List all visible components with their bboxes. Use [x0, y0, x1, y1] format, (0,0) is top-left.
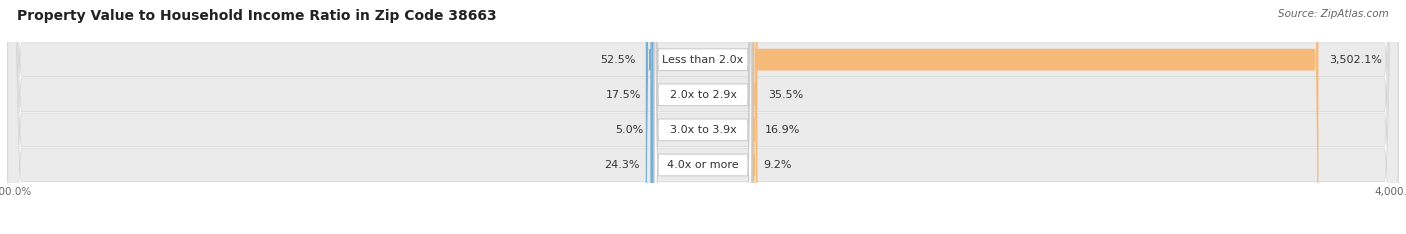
FancyBboxPatch shape	[654, 0, 752, 234]
Text: 3,502.1%: 3,502.1%	[1329, 55, 1382, 65]
FancyBboxPatch shape	[752, 0, 758, 234]
Text: Source: ZipAtlas.com: Source: ZipAtlas.com	[1278, 9, 1389, 19]
FancyBboxPatch shape	[752, 0, 1319, 234]
FancyBboxPatch shape	[8, 0, 1398, 234]
FancyBboxPatch shape	[651, 0, 655, 234]
FancyBboxPatch shape	[8, 0, 1398, 234]
FancyBboxPatch shape	[749, 0, 755, 234]
FancyBboxPatch shape	[654, 0, 752, 234]
Text: 9.2%: 9.2%	[763, 160, 792, 170]
FancyBboxPatch shape	[751, 0, 755, 234]
Text: 5.0%: 5.0%	[614, 125, 643, 135]
FancyBboxPatch shape	[8, 0, 1398, 234]
FancyBboxPatch shape	[8, 0, 1398, 234]
Text: 2.0x to 2.9x: 2.0x to 2.9x	[669, 90, 737, 100]
FancyBboxPatch shape	[651, 0, 657, 234]
FancyBboxPatch shape	[651, 0, 654, 234]
Text: Less than 2.0x: Less than 2.0x	[662, 55, 744, 65]
Text: Property Value to Household Income Ratio in Zip Code 38663: Property Value to Household Income Ratio…	[17, 9, 496, 23]
Text: 52.5%: 52.5%	[600, 55, 636, 65]
Text: 4.0x or more: 4.0x or more	[668, 160, 738, 170]
Text: 16.9%: 16.9%	[765, 125, 800, 135]
FancyBboxPatch shape	[645, 0, 654, 234]
Text: 17.5%: 17.5%	[606, 90, 641, 100]
Text: 3.0x to 3.9x: 3.0x to 3.9x	[669, 125, 737, 135]
FancyBboxPatch shape	[654, 0, 752, 234]
Text: 24.3%: 24.3%	[605, 160, 640, 170]
Text: 35.5%: 35.5%	[768, 90, 803, 100]
FancyBboxPatch shape	[654, 0, 752, 234]
